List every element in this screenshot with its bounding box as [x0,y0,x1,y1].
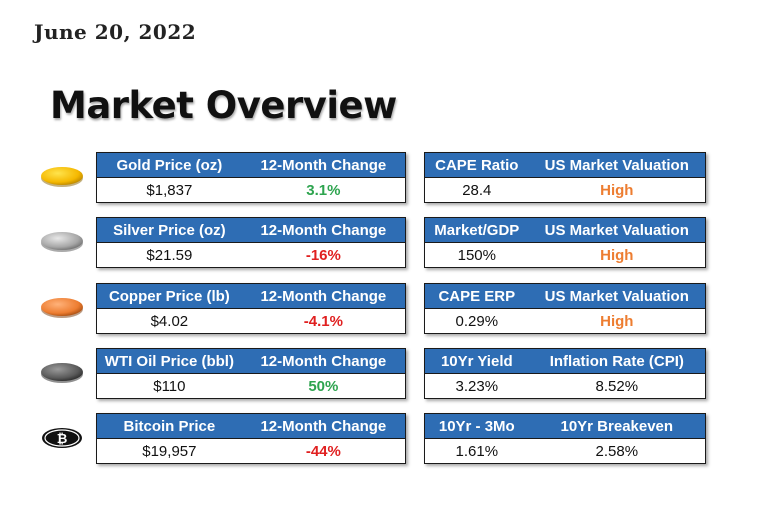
oil-change-header: 12-Month Change [260,352,387,370]
metric-row-copper: Copper Price (lb) 12-Month Change $4.02 … [0,283,762,335]
yield-spread-value: 1.61% [455,443,499,460]
gold-price-value: $1,837 [146,182,193,199]
spread-breakeven-card: 10Yr - 3Mo 10Yr Breakeven 1.61% 2.58% [424,413,706,464]
inflation-header: Inflation Rate (CPI) [549,352,684,370]
cape-ratio-value: 28.4 [462,182,492,199]
market-gdp-card: Market/GDP US Market Valuation 150% High [424,217,706,268]
copper-coin-icon [41,298,83,318]
oil-card: WTI Oil Price (bbl) 12-Month Change $110… [96,348,406,399]
metric-row-oil: WTI Oil Price (bbl) 12-Month Change $110… [0,348,762,400]
oil-drop-icon [41,363,83,383]
silver-card: Silver Price (oz) 12-Month Change $21.59… [96,217,406,268]
svg-text:₿: ₿ [57,432,68,447]
valuation-header: US Market Valuation [544,221,689,239]
market-gdp-value: 150% [457,247,496,264]
valuation-value: High [600,247,634,264]
bitcoin-price-value: $19,957 [142,443,197,460]
silver-price-value: $21.59 [146,247,193,264]
oil-price-header: WTI Oil Price (bbl) [104,352,234,370]
inflation-value: 8.52% [595,378,639,395]
ten-year-yield-header: 10Yr Yield [440,352,513,370]
copper-change-header: 12-Month Change [260,287,387,305]
bitcoin-card: Bitcoin Price 12-Month Change $19,957 -4… [96,413,406,464]
cape-erp-value: 0.29% [455,313,499,330]
bitcoin-price-header: Bitcoin Price [123,417,216,435]
cape-erp-header: CAPE ERP [438,287,516,305]
market-gdp-header: Market/GDP [434,221,520,239]
cape-ratio-card: CAPE Ratio US Market Valuation 28.4 High [424,152,706,203]
oil-change-value: 50% [308,378,339,395]
cape-ratio-header: CAPE Ratio [435,156,519,174]
silver-price-header: Silver Price (oz) [113,221,226,239]
yield-inflation-card: 10Yr Yield Inflation Rate (CPI) 3.23% 8.… [424,348,706,399]
valuation-value: High [600,313,634,330]
gold-change-header: 12-Month Change [260,156,387,174]
bitcoin-icon: ₿ [42,428,82,448]
gold-card: Gold Price (oz) 12-Month Change $1,837 3… [96,152,406,203]
silver-change-header: 12-Month Change [260,221,387,239]
gold-coin-icon [41,167,83,187]
silver-coin-icon [41,232,83,252]
metric-row-gold: Gold Price (oz) 12-Month Change $1,837 3… [0,152,762,204]
page-title: Market Overview [50,84,397,127]
yield-spread-header: 10Yr - 3Mo [438,417,515,435]
gold-change-value: 3.1% [306,182,341,199]
breakeven-header: 10Yr Breakeven [560,417,674,435]
ten-year-yield-value: 3.23% [455,378,499,395]
valuation-header: US Market Valuation [544,156,689,174]
copper-card: Copper Price (lb) 12-Month Change $4.02 … [96,283,406,334]
bitcoin-change-header: 12-Month Change [260,417,387,435]
valuation-value: High [600,182,634,199]
metric-row-bitcoin: ₿ Bitcoin Price 12-Month Change $19,957 … [0,413,762,465]
copper-change-value: -4.1% [303,313,343,330]
gold-price-header: Gold Price (oz) [116,156,223,174]
valuation-header: US Market Valuation [544,287,689,305]
metric-row-silver: Silver Price (oz) 12-Month Change $21.59… [0,217,762,269]
silver-change-value: -16% [305,247,341,264]
cape-erp-card: CAPE ERP US Market Valuation 0.29% High [424,283,706,334]
oil-price-value: $110 [153,378,186,395]
bitcoin-change-value: -44% [305,443,341,460]
copper-price-header: Copper Price (lb) [108,287,230,305]
report-date: June 20, 2022 [34,20,197,44]
copper-price-value: $4.02 [150,313,189,330]
breakeven-value: 2.58% [595,443,639,460]
